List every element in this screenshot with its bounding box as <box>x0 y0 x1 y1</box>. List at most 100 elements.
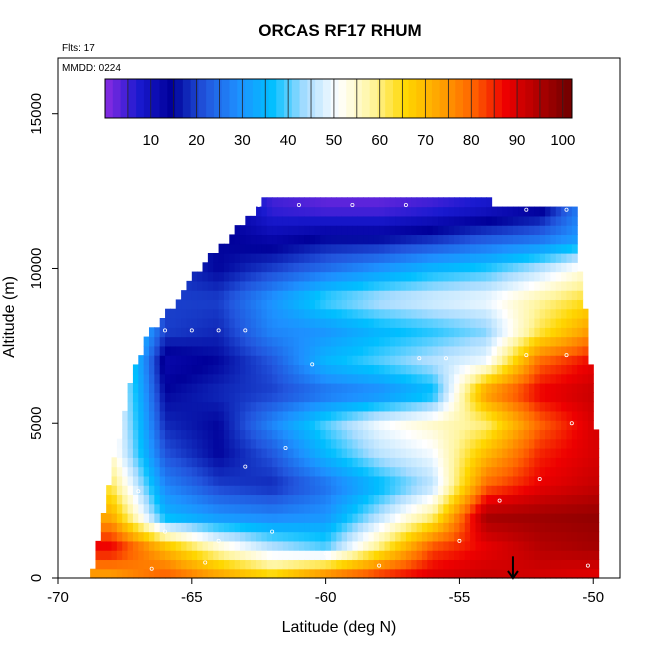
heatmap-cell <box>539 215 546 226</box>
heatmap-cell <box>545 513 552 523</box>
heatmap-cell <box>154 420 161 431</box>
heatmap-cell <box>293 290 300 301</box>
heatmap-cell <box>347 262 353 273</box>
heatmap-cell <box>288 327 295 338</box>
heatmap-cell <box>491 336 498 347</box>
heatmap-cell <box>507 243 514 254</box>
heatmap-cell <box>197 373 204 384</box>
heatmap-cell <box>116 568 123 579</box>
heatmap-cell <box>288 299 295 310</box>
heatmap-cell <box>207 522 214 533</box>
heatmap-cell <box>304 318 311 328</box>
heatmap-cell <box>373 345 380 356</box>
heatmap-cell <box>314 253 321 263</box>
heatmap-cell <box>566 308 573 319</box>
heatmap-cell <box>545 206 552 217</box>
y-tick-label: 10000 <box>28 248 45 290</box>
heatmap-cell <box>218 271 225 282</box>
heatmap-cell <box>320 280 327 291</box>
heatmap-cell <box>239 475 246 486</box>
heatmap-cell <box>272 373 279 384</box>
heatmap-cell <box>421 327 428 338</box>
heatmap-cell <box>577 327 584 338</box>
heatmap-cell <box>405 206 412 217</box>
heatmap-cell <box>432 234 439 245</box>
heatmap-cell <box>170 448 177 458</box>
heatmap-cell <box>293 262 300 273</box>
heatmap-cell <box>480 429 487 440</box>
heatmap-cell <box>496 318 503 328</box>
heatmap-cell <box>593 448 600 458</box>
heatmap-cell <box>159 410 166 421</box>
heatmap-cell <box>534 568 541 579</box>
heatmap-cell <box>357 540 364 551</box>
heatmap-cell <box>459 466 466 477</box>
heatmap-cell <box>561 336 568 347</box>
heatmap-cell <box>293 438 300 449</box>
heatmap-cell <box>502 253 509 263</box>
heatmap-cell <box>512 531 519 542</box>
heatmap-cell <box>309 290 316 301</box>
heatmap-cell <box>400 253 407 263</box>
heatmap-cell <box>213 355 220 366</box>
heatmap-cell <box>261 494 268 505</box>
heatmap-cell <box>314 448 321 458</box>
heatmap-cell <box>427 262 434 273</box>
heatmap-cell <box>432 318 439 328</box>
heatmap-cell <box>341 243 348 254</box>
heatmap-cell <box>352 308 359 319</box>
heatmap-cell <box>545 485 552 496</box>
heatmap-cell <box>148 559 155 570</box>
heatmap-cell <box>421 234 428 245</box>
heatmap-cell <box>293 327 300 338</box>
heatmap-cell <box>256 280 262 291</box>
heatmap-cell <box>261 522 268 533</box>
heatmap-cell <box>464 466 471 477</box>
heatmap-cell <box>347 327 353 338</box>
heatmap-cell <box>438 373 444 384</box>
heatmap-cell <box>518 429 525 440</box>
heatmap-cell <box>507 308 514 319</box>
heatmap-cell <box>491 262 498 273</box>
heatmap-cell <box>175 299 182 310</box>
heatmap-cell <box>379 225 386 236</box>
heatmap-cell <box>454 345 461 356</box>
heatmap-cell <box>272 448 279 458</box>
colorbar-segment <box>198 79 207 118</box>
colorbar-segment <box>354 79 363 118</box>
heatmap-cell <box>432 206 439 217</box>
heatmap-cell <box>561 466 568 477</box>
heatmap-cell <box>459 531 466 542</box>
heatmap-cell <box>384 466 391 477</box>
heatmap-cell <box>507 271 514 282</box>
heatmap-cell <box>266 420 273 431</box>
heatmap-cell <box>405 568 412 579</box>
heatmap-cell <box>341 531 348 542</box>
heatmap-cell <box>314 327 321 338</box>
heatmap-cell <box>170 383 177 393</box>
heatmap-cell <box>330 466 337 477</box>
heatmap-cell <box>256 475 262 486</box>
heatmap-cell <box>256 355 262 366</box>
heatmap-cell <box>405 355 412 366</box>
heatmap-cell <box>523 392 530 403</box>
heatmap-cell <box>464 559 471 570</box>
heatmap-cell <box>389 383 396 393</box>
heatmap-cell <box>336 401 343 412</box>
heatmap-cell <box>566 438 573 449</box>
heatmap-cell <box>175 355 182 366</box>
heatmap-cell <box>502 234 509 245</box>
colorbar-segment <box>455 79 464 118</box>
heatmap-cell <box>475 215 482 226</box>
heatmap-cell <box>379 410 386 421</box>
heatmap-cell <box>486 271 493 282</box>
heatmap-cell <box>202 410 209 421</box>
heatmap-cell <box>480 550 487 561</box>
heatmap-cell <box>298 466 305 477</box>
heatmap-cell <box>352 485 359 496</box>
track-marker <box>350 202 355 207</box>
heatmap-cell <box>127 448 134 458</box>
heatmap-cell <box>207 475 214 486</box>
heatmap-cell <box>529 308 535 319</box>
heatmap-cell <box>459 327 466 338</box>
